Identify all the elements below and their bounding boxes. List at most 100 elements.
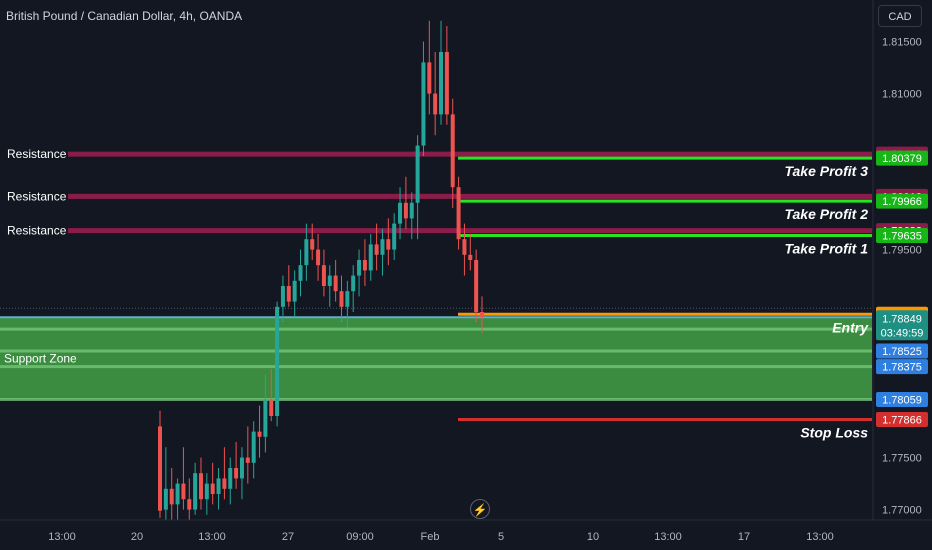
currency-selector[interactable]: CAD <box>878 5 922 27</box>
x-tick-label: 13:00 <box>48 531 76 543</box>
candle-body <box>327 275 332 286</box>
take-profit-label: Take Profit 2 <box>784 206 868 222</box>
support-price-tag <box>876 359 928 375</box>
candle-body <box>269 400 274 416</box>
candle-body <box>415 145 420 203</box>
y-tick-label: 1.81500 <box>882 37 922 49</box>
candle-body <box>263 400 268 437</box>
level-lines <box>0 151 872 422</box>
stop-loss-price-tag-text: 1.77866 <box>882 415 922 427</box>
candle-body <box>380 239 385 255</box>
candle-body <box>286 286 291 302</box>
candle-body <box>280 286 285 307</box>
x-tick-label: 5 <box>498 531 504 543</box>
take-profit-price-tag <box>876 228 928 244</box>
take-profit-price-tag <box>876 150 928 166</box>
candle-body <box>175 483 180 505</box>
candle-body <box>316 249 321 266</box>
candle-body <box>386 239 391 250</box>
candle-body <box>339 291 344 307</box>
candle-body <box>333 275 338 292</box>
candle-body <box>234 468 239 479</box>
x-tick-label: 20 <box>131 531 143 543</box>
entry-label: Entry <box>832 319 869 335</box>
candle-body <box>181 483 186 500</box>
candle-body <box>398 202 403 224</box>
candle-body <box>345 291 350 307</box>
candle-body <box>310 239 315 250</box>
candle-body <box>374 244 379 255</box>
candle-body <box>368 244 373 271</box>
y-tick-label: 1.81000 <box>882 89 922 101</box>
support-price-tag-text: 1.78525 <box>882 346 922 358</box>
x-tick-label: 13:00 <box>806 531 834 543</box>
take-profit-price-tag-text: 1.79966 <box>882 196 922 208</box>
candle-body <box>298 265 303 281</box>
x-tick-label: 13:00 <box>198 531 226 543</box>
x-tick-label: 27 <box>282 531 294 543</box>
last-price-text: 1.78849 <box>882 313 922 325</box>
x-tick-label: 10 <box>587 531 599 543</box>
take-profit-price-tag-text: 1.79635 <box>882 231 922 243</box>
candle-body <box>468 254 473 260</box>
candle-body <box>187 499 192 510</box>
candle-body <box>169 488 174 505</box>
support-price-tag-text: 1.78375 <box>882 362 922 374</box>
support-price-tag <box>876 343 928 359</box>
candle-body <box>474 260 479 312</box>
candle-body <box>239 457 244 479</box>
candle-body <box>245 457 250 463</box>
support-zone <box>0 316 872 401</box>
y-tick-label: 1.77000 <box>882 505 922 517</box>
resistance-label: Resistance <box>7 147 67 161</box>
price-axis: 1.815001.810001.795001.775001.770001.804… <box>872 0 932 550</box>
support-price-tag-text: 1.78059 <box>882 394 922 406</box>
candle-body <box>409 202 414 219</box>
candle-body <box>357 260 362 276</box>
candle-body <box>321 265 326 286</box>
candle-body <box>158 426 162 511</box>
chart-title: British Pound / Canadian Dollar, 4h, OAN… <box>6 9 243 23</box>
stop-loss-price-tag <box>876 412 928 428</box>
lightning-icon[interactable]: ⚡ <box>470 499 490 519</box>
take-profit-price-tag <box>876 193 928 209</box>
axis-panel <box>873 0 932 550</box>
candle-body <box>403 202 408 219</box>
candle-body <box>275 306 280 416</box>
candle-body <box>228 468 233 489</box>
candle-body <box>193 473 198 510</box>
candle-body <box>163 488 168 510</box>
candle-body <box>204 483 209 500</box>
y-tick-label: 1.77500 <box>882 453 922 465</box>
candle-body <box>292 280 297 302</box>
support-zone-band <box>0 317 872 400</box>
candle-body <box>427 62 432 94</box>
support-price-tag <box>876 391 928 407</box>
candle-body <box>450 114 455 188</box>
candle-body <box>392 223 397 250</box>
candle-body <box>362 260 367 271</box>
x-tick-label: Feb <box>421 531 440 543</box>
candle-body <box>216 478 221 494</box>
take-profit-label: Take Profit 1 <box>784 241 868 257</box>
stop-loss-label: Stop Loss <box>800 425 868 441</box>
candle-body <box>462 239 467 255</box>
resistance-label: Resistance <box>7 224 67 238</box>
countdown-text: 03:49:59 <box>881 327 924 339</box>
candle-body <box>444 52 449 115</box>
candle-body <box>304 239 309 266</box>
x-tick-label: 17 <box>738 531 750 543</box>
last-price-tag <box>876 310 928 341</box>
candles <box>158 20 484 520</box>
candle-body <box>456 187 461 240</box>
candle-body <box>198 473 203 500</box>
candle-body <box>222 478 227 489</box>
support-zone-label: Support Zone <box>4 351 77 365</box>
candle-body <box>480 312 484 318</box>
candle-body <box>421 62 426 146</box>
take-profit-label: Take Profit 3 <box>784 163 868 179</box>
time-axis: 13:00 20 13:00 27 09:00 Feb 5 10 13:00 17 13:00 <box>0 519 932 543</box>
candle-body <box>433 93 438 115</box>
x-tick-label: 13:00 <box>654 531 682 543</box>
